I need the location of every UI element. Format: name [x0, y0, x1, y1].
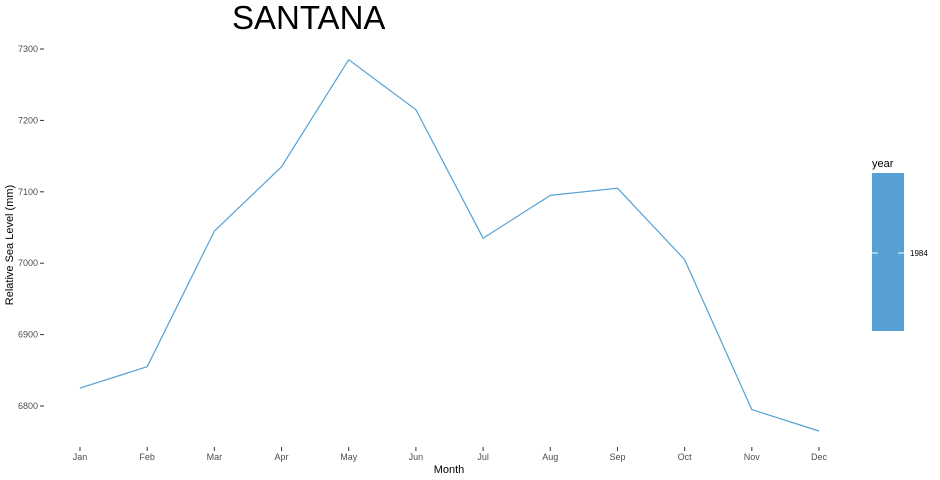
x-tick-label: Aug: [542, 452, 558, 462]
x-axis: Jan Feb Mar Apr May Jun Jul Aug Sep Oct Nov Dec: [73, 447, 828, 462]
legend-label: 1984: [910, 249, 928, 258]
y-axis: 6800 6900 7000 7100 7200 7300: [18, 44, 44, 411]
x-tick-label: Jun: [409, 452, 424, 462]
y-tick-label: 7100: [18, 187, 38, 197]
legend-colorbar: [872, 173, 904, 331]
x-tick-label: Sep: [609, 452, 625, 462]
x-tick-label: Apr: [275, 452, 289, 462]
series-line: [79, 59, 820, 432]
y-tick-label: 7200: [18, 115, 38, 125]
legend: year 1984: [872, 158, 928, 331]
x-tick-label: Oct: [678, 452, 693, 462]
y-tick-label: 6800: [18, 401, 38, 411]
x-tick-label: Jul: [477, 452, 489, 462]
plot-area: [79, 59, 820, 432]
x-tick-label: Nov: [744, 452, 761, 462]
chart-title: SANTANA: [232, 0, 385, 36]
x-tick-label: Mar: [207, 452, 223, 462]
legend-title: year: [872, 158, 894, 170]
x-axis-title: Month: [434, 464, 465, 476]
x-tick-label: Dec: [811, 452, 828, 462]
y-tick-label: 7000: [18, 258, 38, 268]
x-tick-label: Feb: [139, 452, 155, 462]
y-tick-label: 6900: [18, 330, 38, 340]
y-axis-title: Relative Sea Level (mm): [4, 185, 16, 305]
y-tick-label: 7300: [18, 44, 38, 54]
x-tick-label: Jan: [73, 452, 88, 462]
x-tick-label: May: [340, 452, 358, 462]
